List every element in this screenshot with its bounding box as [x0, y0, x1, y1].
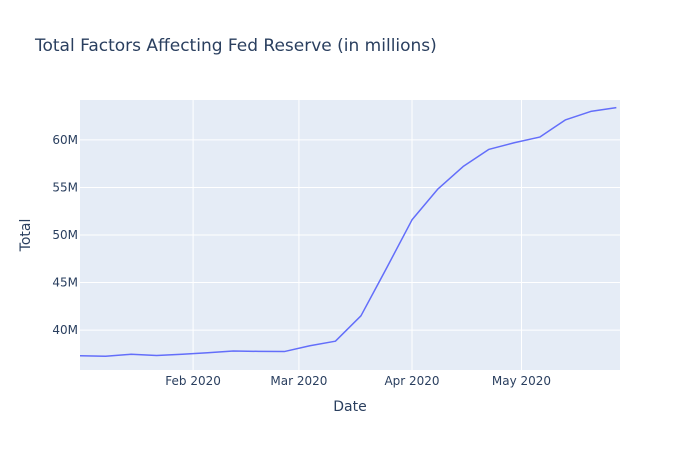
series-line [79, 106, 617, 357]
y-tick-label: 55M [52, 180, 78, 194]
x-gridlines [192, 100, 522, 370]
series-layer [79, 106, 617, 357]
y-tick-label: 40M [52, 323, 78, 337]
chart-title: Total Factors Affecting Fed Reserve (in … [34, 36, 437, 56]
x-tick-label: Apr 2020 [384, 374, 439, 388]
y-axis-title: Total [18, 219, 34, 253]
y-tick-label: 45M [52, 276, 78, 290]
y-gridlines [80, 139, 620, 331]
x-tick-label: Feb 2020 [165, 374, 221, 388]
x-axis-title: Date [333, 399, 366, 415]
x-tick-label: Mar 2020 [270, 374, 327, 388]
y-tick-label: 50M [52, 228, 78, 242]
y-tick-label: 60M [52, 133, 78, 147]
x-tick-label: May 2020 [492, 374, 551, 388]
x-tick-labels: Feb 2020 Mar 2020 Apr 2020 May 2020 [165, 374, 551, 388]
y-tick-labels: 40M 45M 50M 55M 60M [52, 133, 78, 337]
